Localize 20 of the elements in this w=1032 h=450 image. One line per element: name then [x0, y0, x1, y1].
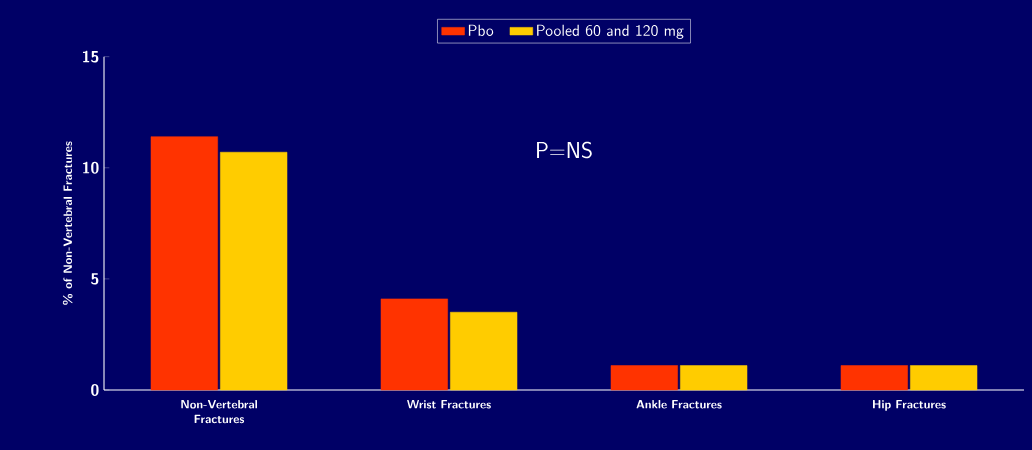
y-axis-title: % of Non-Vertebral Fractures	[62, 141, 73, 305]
y-tick-label: 0	[91, 384, 99, 396]
bar	[610, 365, 678, 391]
y-tick-label: 5	[91, 273, 99, 285]
legend-label: Pbo	[468, 24, 494, 36]
bar	[840, 365, 908, 391]
bar	[380, 298, 448, 391]
x-tick-label: Hip Fractures	[873, 400, 946, 411]
annotation: P=NS	[537, 141, 592, 159]
y-tick-label: 10	[82, 161, 99, 174]
bar	[220, 151, 288, 391]
x-tick-label: Wrist Fractures	[407, 400, 491, 409]
x-tick-label: Ankle Fractures	[636, 400, 722, 409]
bar	[910, 365, 978, 391]
legend-label: Pooled 60 and 120 mg	[537, 24, 684, 40]
bar	[150, 136, 218, 391]
bar	[450, 311, 518, 391]
bar	[680, 365, 748, 391]
x-tick-label: Non-Vertebral Fractures	[181, 400, 257, 424]
y-tick-label: 15	[82, 50, 99, 63]
